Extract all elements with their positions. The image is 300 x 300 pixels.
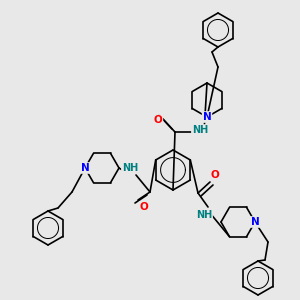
Text: N: N xyxy=(250,217,260,227)
Text: O: O xyxy=(140,202,148,212)
Text: O: O xyxy=(211,170,219,180)
Text: NH: NH xyxy=(122,163,138,173)
Text: O: O xyxy=(154,115,162,125)
Text: NH: NH xyxy=(192,125,208,135)
Text: N: N xyxy=(81,163,89,173)
Text: NH: NH xyxy=(196,210,212,220)
Text: N: N xyxy=(202,112,211,122)
